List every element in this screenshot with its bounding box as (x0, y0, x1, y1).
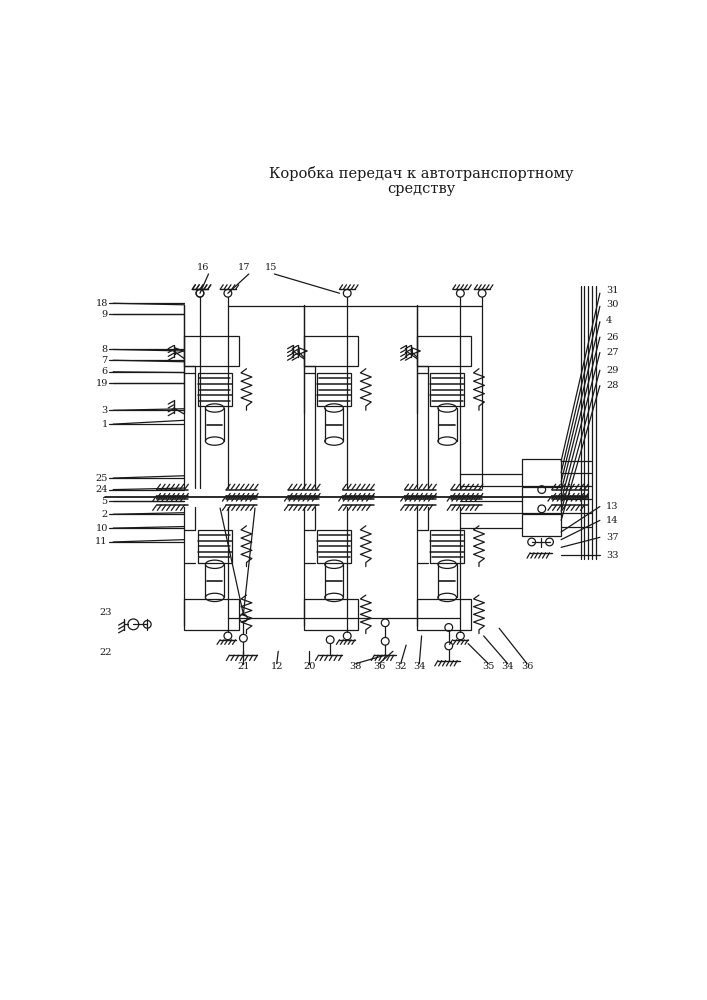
Text: 37: 37 (606, 533, 619, 542)
Bar (198, 373, 232, 406)
Text: 20: 20 (303, 662, 315, 671)
Text: 12: 12 (271, 662, 283, 671)
Text: 6: 6 (102, 367, 107, 376)
Text: 10: 10 (95, 524, 107, 533)
Text: 9: 9 (102, 310, 107, 319)
Text: Коробка передач к автотранспортному: Коробка передач к автотранспортному (269, 166, 574, 181)
Text: средству: средству (387, 182, 456, 196)
Bar (185, 599, 239, 630)
Bar (417, 336, 472, 366)
Text: 34: 34 (413, 662, 426, 671)
Text: 11: 11 (95, 537, 107, 546)
Text: 23: 23 (99, 608, 112, 617)
Bar (317, 530, 351, 563)
Text: 21: 21 (237, 662, 250, 671)
Bar (430, 530, 464, 563)
Text: 27: 27 (606, 348, 619, 357)
Text: 14: 14 (606, 516, 619, 525)
Text: 29: 29 (606, 366, 619, 375)
Bar (304, 599, 358, 630)
Text: 34: 34 (501, 662, 514, 671)
Bar (417, 599, 472, 630)
Bar (317, 373, 351, 406)
Bar (522, 459, 561, 486)
Text: 28: 28 (606, 381, 619, 390)
Text: 5: 5 (102, 497, 107, 506)
Text: 26: 26 (606, 333, 619, 342)
Text: 15: 15 (264, 263, 276, 272)
Bar (430, 373, 464, 406)
Text: 2: 2 (102, 510, 107, 519)
Text: 25: 25 (95, 474, 107, 483)
Bar (304, 336, 358, 366)
Text: 38: 38 (349, 662, 362, 671)
Text: 1: 1 (102, 420, 107, 429)
Bar (185, 336, 239, 366)
Text: 18: 18 (95, 299, 107, 308)
Text: 36: 36 (373, 662, 385, 671)
Bar (522, 514, 561, 536)
Text: 8: 8 (102, 345, 107, 354)
Text: 24: 24 (95, 485, 107, 494)
Text: 13: 13 (606, 502, 619, 511)
Bar (522, 487, 561, 513)
Text: 33: 33 (606, 551, 619, 560)
Text: 4: 4 (606, 316, 612, 325)
Text: 31: 31 (606, 286, 619, 295)
Text: 32: 32 (395, 662, 407, 671)
Text: 7: 7 (102, 356, 107, 365)
Text: 36: 36 (521, 662, 533, 671)
Bar (198, 530, 232, 563)
Text: 17: 17 (238, 263, 250, 272)
Text: 3: 3 (102, 406, 107, 415)
Text: 22: 22 (99, 648, 112, 657)
Text: 35: 35 (482, 662, 494, 671)
Text: 19: 19 (95, 379, 107, 388)
Text: 30: 30 (606, 300, 619, 309)
Text: 16: 16 (197, 263, 209, 272)
